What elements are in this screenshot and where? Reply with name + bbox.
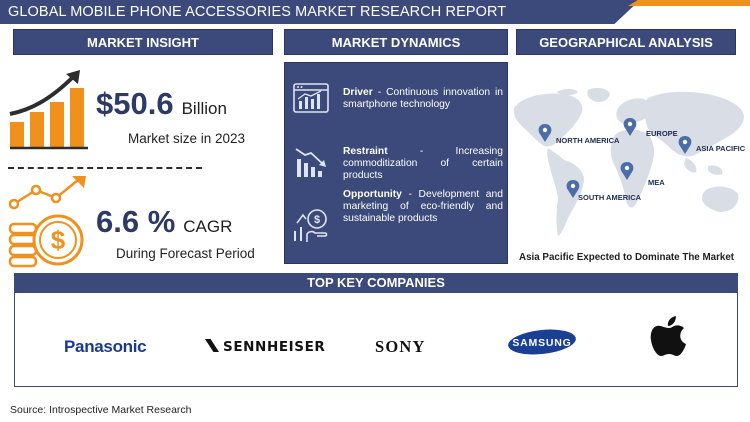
restraint-description: Increasing commoditization of certain pr… xyxy=(343,146,503,182)
sennheiser-logo: SENNHEISER xyxy=(205,339,325,355)
market-size-amount: $50.6 xyxy=(96,86,174,121)
region-label-europe: EUROPE xyxy=(646,129,678,138)
region-label-mea: MEA xyxy=(648,178,665,187)
samsung-wordmark: SAMSUNG xyxy=(512,337,571,349)
opportunity-hand-icon: $ xyxy=(294,209,328,242)
geographical-analysis-heading: GEOGRAPHICAL ANALYSIS xyxy=(516,29,736,55)
pin-mea xyxy=(620,162,634,180)
cagr-value: 6.6 % CAGR xyxy=(96,204,232,240)
top-companies-heading: TOP KEY COMPANIES xyxy=(14,273,738,293)
growth-chart-icon xyxy=(9,70,88,150)
market-size-caption: Market size in 2023 xyxy=(128,131,246,146)
report-title: GLOBAL MOBILE PHONE ACCESSORIES MARKET R… xyxy=(8,4,507,20)
sennheiser-wordmark: SENNHEISER xyxy=(223,339,326,355)
source-note: Source: Introspective Market Research xyxy=(10,404,192,416)
title-banner: GLOBAL MOBILE PHONE ACCESSORIES MARKET R… xyxy=(0,0,750,24)
pin-north-america xyxy=(538,124,552,142)
cagr-amount: 6.6 % xyxy=(96,204,176,239)
opportunity-description: Development and marketing of eco-friendl… xyxy=(343,189,503,225)
banner-accent-stripe xyxy=(628,0,750,6)
pin-europe xyxy=(623,118,637,136)
samsung-logo: SAMSUNG xyxy=(508,329,576,355)
opportunity-text: Opportunity - Development and marketing … xyxy=(343,189,503,226)
pin-asia-pacific xyxy=(678,136,692,154)
apple-logo-icon xyxy=(650,316,686,356)
pin-south-america xyxy=(566,180,580,198)
svg-text:$: $ xyxy=(314,214,320,226)
driver-description: Continuous innovation in smartphone tech… xyxy=(343,87,503,111)
market-insight-heading: MARKET INSIGHT xyxy=(13,29,273,55)
banner-background xyxy=(0,0,640,24)
driver-text: Driver - Continuous innovation in smartp… xyxy=(343,87,503,111)
restraint-separator: - xyxy=(387,146,456,157)
panasonic-logo: Panasonic xyxy=(64,337,147,356)
market-size-unit: Billion xyxy=(181,99,227,118)
region-label-south-america: SOUTH AMERICA xyxy=(578,193,642,202)
market-size-value: $50.6 Billion xyxy=(96,86,227,122)
sony-logo: SONY xyxy=(375,337,426,356)
driver-separator: - xyxy=(372,87,387,98)
cagr-caption: During Forecast Period xyxy=(116,246,255,261)
svg-text:$: $ xyxy=(51,225,66,255)
world-map xyxy=(513,87,744,236)
insight-divider xyxy=(8,167,202,169)
region-label-north-america: NORTH AMERICA xyxy=(556,136,620,145)
geo-caption: Asia Pacific Expected to Dominate The Ma… xyxy=(519,252,735,263)
opportunity-label: Opportunity xyxy=(343,189,402,200)
sennheiser-mark-icon xyxy=(205,339,219,352)
cagr-unit: CAGR xyxy=(183,217,233,236)
declining-chart-icon xyxy=(295,148,326,177)
market-dynamics-panel: Driver - Continuous innovation in smartp… xyxy=(284,62,508,264)
dollar-coin-icon: $ xyxy=(8,176,86,268)
driver-label: Driver xyxy=(343,87,373,98)
region-label-asia-pacific: ASIA PACIFIC xyxy=(696,144,746,153)
browser-chart-icon xyxy=(293,83,329,113)
opportunity-separator: - xyxy=(401,189,419,200)
restraint-label: Restraint xyxy=(343,146,388,157)
restraint-text: Restraint - Increasing commoditization o… xyxy=(343,146,503,183)
market-dynamics-heading: MARKET DYNAMICS xyxy=(284,29,508,55)
